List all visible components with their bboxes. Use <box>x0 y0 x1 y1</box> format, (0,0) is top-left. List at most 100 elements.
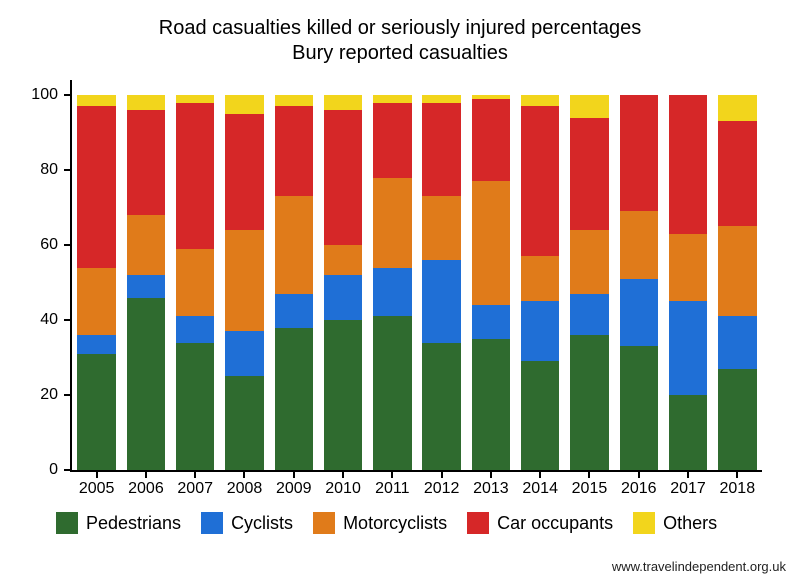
bar-segment <box>472 95 510 99</box>
stacked-bar <box>324 80 362 470</box>
x-tick-label: 2016 <box>614 470 663 498</box>
bar-slot: 2013 <box>466 80 515 470</box>
bar-segment <box>422 103 460 197</box>
x-tick-label: 2012 <box>417 470 466 498</box>
legend-label: Car occupants <box>497 513 613 534</box>
bar-segment <box>77 106 115 267</box>
bar-segment <box>373 316 411 470</box>
x-tick-label: 2009 <box>269 470 318 498</box>
legend-label: Pedestrians <box>86 513 181 534</box>
bar-segment <box>176 103 214 249</box>
y-tick-mark <box>64 244 72 246</box>
bar-segment <box>324 110 362 245</box>
bar-slot: 2008 <box>220 80 269 470</box>
bar-segment <box>422 196 460 260</box>
x-tick-label: 2006 <box>121 470 170 498</box>
bar-segment <box>127 298 165 471</box>
stacked-bar <box>225 80 263 470</box>
legend-label: Cyclists <box>231 513 293 534</box>
bar-segment <box>521 256 559 301</box>
bar-segment <box>324 245 362 275</box>
legend-item: Cyclists <box>201 512 293 534</box>
stacked-bar <box>275 80 313 470</box>
footer-source: www.travelindependent.org.uk <box>612 559 786 574</box>
y-tick-mark <box>64 319 72 321</box>
bar-segment <box>127 95 165 110</box>
bar-slot: 2011 <box>368 80 417 470</box>
x-tick-label: 2015 <box>565 470 614 498</box>
legend: Pedestrians Cyclists Motorcyclists Car occu… <box>56 512 756 534</box>
bar-segment <box>718 95 756 121</box>
bar-segment <box>669 95 707 234</box>
bar-slot: 2014 <box>516 80 565 470</box>
bar-segment <box>373 268 411 317</box>
bar-segment <box>324 275 362 320</box>
chart-title-block: Road casualties killed or seriously inju… <box>0 16 800 66</box>
y-tick-mark <box>64 394 72 396</box>
stacked-bar <box>570 80 608 470</box>
bar-segment <box>718 226 756 316</box>
legend-label: Motorcyclists <box>343 513 447 534</box>
bar-slot: 2017 <box>663 80 712 470</box>
y-tick-mark <box>64 169 72 171</box>
bar-segment <box>176 249 214 316</box>
y-tick-mark <box>64 94 72 96</box>
bar-segment <box>422 343 460 471</box>
x-tick-label: 2005 <box>72 470 121 498</box>
bar-slot: 2016 <box>614 80 663 470</box>
bar-segment <box>620 279 658 346</box>
bar-segment <box>275 196 313 294</box>
bar-segment <box>472 99 510 182</box>
bar-segment <box>324 95 362 110</box>
bar-segment <box>570 335 608 470</box>
bar-segment <box>521 361 559 470</box>
y-tick-mark <box>64 469 72 471</box>
legend-swatch <box>201 512 223 534</box>
bar-segment <box>620 211 658 278</box>
bar-slot: 2015 <box>565 80 614 470</box>
bar-segment <box>620 95 658 211</box>
legend-item: Motorcyclists <box>313 512 447 534</box>
bars-area: 2005200620072008200920102011201220132014… <box>72 80 762 470</box>
bar-segment <box>373 103 411 178</box>
legend-item: Car occupants <box>467 512 613 534</box>
chart-title-line1: Road casualties killed or seriously inju… <box>0 16 800 41</box>
x-tick-label: 2011 <box>368 470 417 498</box>
chart-title-line2: Bury reported casualties <box>0 41 800 66</box>
bar-segment <box>176 316 214 342</box>
bar-segment <box>472 181 510 305</box>
bar-segment <box>718 316 756 369</box>
bar-segment <box>422 95 460 103</box>
bar-segment <box>521 301 559 361</box>
bar-segment <box>127 110 165 215</box>
bar-segment <box>570 230 608 294</box>
bar-segment <box>570 118 608 231</box>
bar-segment <box>77 354 115 470</box>
bar-segment <box>324 320 362 470</box>
x-tick-label: 2008 <box>220 470 269 498</box>
bar-segment <box>225 230 263 331</box>
bar-segment <box>373 178 411 268</box>
legend-swatch <box>633 512 655 534</box>
x-tick-label: 2014 <box>516 470 565 498</box>
bar-segment <box>275 328 313 470</box>
bar-segment <box>225 331 263 376</box>
x-tick-label: 2010 <box>318 470 367 498</box>
bar-segment <box>225 376 263 470</box>
stacked-bar <box>669 80 707 470</box>
bar-segment <box>275 294 313 328</box>
bar-slot: 2006 <box>121 80 170 470</box>
bar-segment <box>521 95 559 106</box>
legend-item: Pedestrians <box>56 512 181 534</box>
bar-segment <box>77 95 115 106</box>
legend-label: Others <box>663 513 717 534</box>
bar-segment <box>718 121 756 226</box>
bar-slot: 2018 <box>713 80 762 470</box>
bar-segment <box>718 369 756 470</box>
stacked-bar <box>521 80 559 470</box>
stacked-bar <box>77 80 115 470</box>
x-tick-label: 2018 <box>713 470 762 498</box>
bar-segment <box>275 95 313 106</box>
bar-segment <box>176 343 214 471</box>
bar-slot: 2012 <box>417 80 466 470</box>
